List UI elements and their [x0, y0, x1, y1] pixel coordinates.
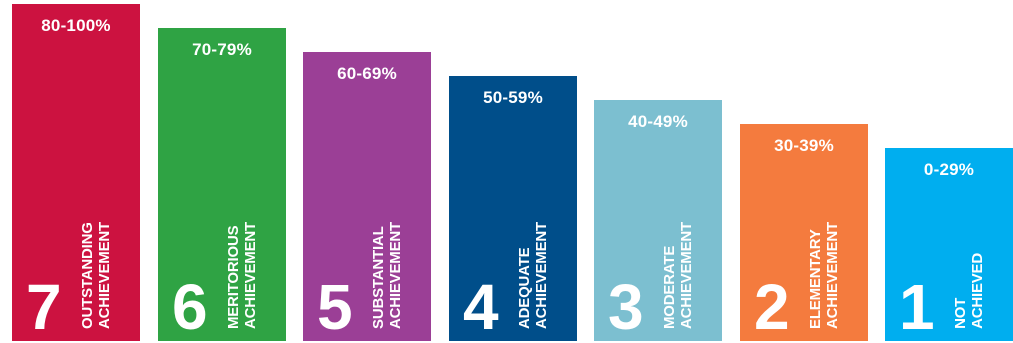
grade-5-label-line1: SUBSTANTIAL	[370, 226, 387, 329]
grade-5-bar: 60-69% 5 SUBSTANTIAL ACHIEVEMENT	[303, 52, 431, 341]
grade-3-range: 40-49%	[628, 112, 688, 131]
grade-5-number: 5	[317, 271, 353, 343]
grade-1-range: 0-29%	[923, 160, 975, 179]
grade-5-label: SUBSTANTIAL ACHIEVEMENT	[370, 222, 404, 329]
grade-1-number: 1	[899, 271, 935, 343]
grade-4-number: 4	[463, 271, 499, 343]
grade-3-label: MODERATE ACHIEVEMENT	[661, 222, 695, 329]
grade-3-label-line2: ACHIEVEMENT	[678, 222, 695, 329]
grade-4-label-line1: ADEQUATE	[516, 247, 533, 329]
grade-2-bar: 30-39% 2 ELEMENTARY ACHIEVEMENT	[740, 124, 868, 341]
grade-4-label-line2: ACHIEVEMENT	[533, 222, 550, 329]
grade-2-range: 30-39%	[774, 136, 834, 155]
grade-3-number: 3	[608, 271, 644, 343]
grade-3-label-line1: MODERATE	[661, 245, 678, 329]
grade-4-bar: 50-59% 4 ADEQUATE ACHIEVEMENT	[449, 76, 577, 341]
grade-5-range: 60-69%	[337, 64, 397, 83]
grade-7-label: OUTSTANDING ACHIEVEMENT	[79, 222, 113, 329]
grade-7-number: 7	[26, 271, 62, 343]
grade-6-label-line2: ACHIEVEMENT	[242, 222, 259, 329]
grade-1-label-line1: NOT	[952, 297, 969, 329]
grade-2-number: 2	[754, 271, 790, 343]
grade-4-label: ADEQUATE ACHIEVEMENT	[516, 222, 550, 329]
grade-6-label: MERITORIOUS ACHIEVEMENT	[225, 222, 259, 329]
grade-7-label-line1: OUTSTANDING	[79, 222, 96, 329]
grade-2-label-line2: ACHIEVEMENT	[824, 222, 841, 329]
grade-3-bar: 40-49% 3 MODERATE ACHIEVEMENT	[594, 100, 722, 341]
grade-2-label-line1: ELEMENTARY	[807, 229, 824, 329]
grade-6-label-line1: MERITORIOUS	[225, 225, 242, 329]
grade-6-number: 6	[172, 271, 208, 343]
grade-2-label: ELEMENTARY ACHIEVEMENT	[807, 222, 841, 329]
grade-7-label-line2: ACHIEVEMENT	[96, 222, 113, 329]
grade-5-label-line2: ACHIEVEMENT	[387, 222, 404, 329]
grade-6-bar: 70-79% 6 MERITORIOUS ACHIEVEMENT	[158, 28, 286, 341]
grade-4-range: 50-59%	[483, 88, 543, 107]
grade-7-bar: 80-100% 7 OUTSTANDING ACHIEVEMENT	[12, 4, 140, 341]
grade-1-bar: 0-29% 1 NOT ACHIEVED	[885, 148, 1013, 341]
grade-1-label-line2: ACHIEVED	[969, 253, 986, 329]
grade-1-label: NOT ACHIEVED	[952, 253, 986, 329]
grade-7-range: 80-100%	[41, 16, 111, 35]
grade-6-range: 70-79%	[192, 40, 252, 59]
